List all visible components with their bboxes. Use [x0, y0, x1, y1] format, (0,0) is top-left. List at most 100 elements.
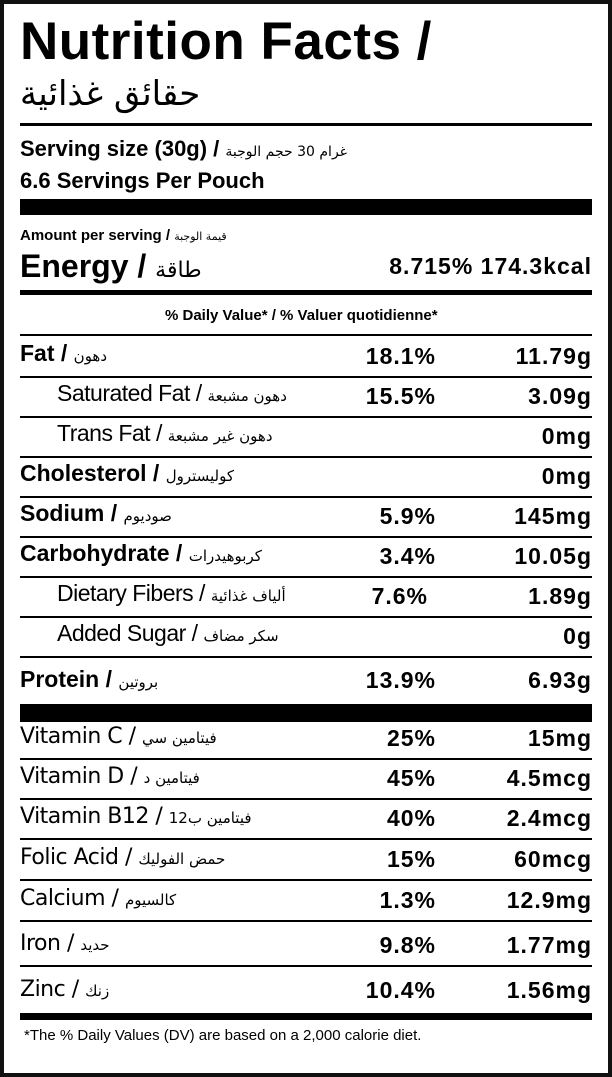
label-ar: كوليسترول [165, 467, 235, 485]
amount: 1.89g [528, 583, 592, 609]
nutrient-label: Saturated Fat / دهون مشبعة [57, 379, 287, 410]
amount: 1.77mg [506, 932, 592, 958]
daily-value: 7.6% [371, 583, 428, 609]
daily-value: 3.4% [379, 543, 436, 569]
energy-label: Energy / طاقة [20, 244, 202, 293]
label-en: Vitamin B12 / [20, 804, 163, 829]
amount: 11.79g [515, 343, 592, 369]
amount: 0mg [541, 423, 592, 449]
serving-size-arabic: غرام 30 حجم الوجبة [225, 144, 347, 160]
label-en: Saturated Fat / [57, 380, 202, 406]
thick-divider [20, 1013, 592, 1020]
energy-kcal: 174.3kcal [480, 253, 592, 279]
vitamin-row-d: Vitamin D / فيتامين د 45% 4.5mcg [20, 760, 592, 800]
label-ar: ألياف غذائية [210, 587, 286, 605]
nutrient-label: Dietary Fibers / ألياف غذائية [57, 579, 286, 610]
label-en: Vitamin D / [20, 764, 138, 789]
label-ar: دهون [73, 347, 108, 365]
amount: 3.09g [528, 383, 592, 409]
vitamin-label: Folic Acid / حمض الفوليك [20, 844, 225, 873]
label-ar: دهون غير مشبعة [167, 427, 273, 445]
nutrient-row-protein: Protein / بروتين 13.9% 6.93g [20, 658, 592, 704]
vitamin-row-iron: Iron / حديد 9.8% 1.77mg [20, 922, 592, 967]
amount: 0g [563, 623, 592, 649]
amount: 10.05g [514, 543, 592, 569]
serving-size: Serving size (30g) / غرام 30 حجم الوجبة [20, 134, 592, 167]
label-ar: صوديوم [123, 507, 172, 525]
daily-value: 15.5% [365, 383, 436, 409]
serving-size-label: Serving size (30g) / [20, 136, 220, 161]
vitamin-row-c: Vitamin C / فيتامين سي 25% 15mg [20, 722, 592, 760]
label-en: Folic Acid / [20, 845, 132, 870]
daily-value: 18.1% [365, 343, 436, 369]
amount: 12.9mg [506, 887, 592, 913]
nutrient-row-sodium: Sodium / صوديوم 5.9% 145mg [20, 498, 592, 538]
daily-value: 13.9% [365, 667, 436, 693]
label-en: Added Sugar / [57, 620, 198, 646]
amount: 15mg [527, 725, 592, 751]
daily-value: 1.3% [379, 887, 436, 913]
nutrient-label: Protein / بروتين [20, 665, 158, 696]
energy-value: 8.715% 174.3kcal [389, 248, 592, 284]
nutrient-label: Trans Fat / دهون غير مشبعة [57, 419, 273, 450]
title-arabic: حقائق غذائية [20, 74, 201, 114]
label-ar: زنك [85, 982, 110, 1000]
thick-divider [20, 704, 592, 722]
nutrient-row-saturated-fat: Saturated Fat / دهون مشبعة 15.5% 3.09g [20, 378, 592, 418]
divider [20, 290, 592, 295]
amount: 4.5mcg [506, 765, 592, 791]
label-en: Vitamin C / [20, 724, 136, 749]
nutrient-row-fat: Fat / دهون 18.1% 11.79g [20, 336, 592, 378]
amount-arabic: قيمة الوجبة [174, 230, 227, 243]
label-en: Zinc / [20, 977, 79, 1002]
daily-value: 45% [386, 765, 436, 791]
amount-label: Amount per serving / [20, 227, 171, 244]
vitamin-label: Vitamin C / فيتامين سي [20, 723, 217, 752]
label-ar: دهون مشبعة [207, 387, 287, 405]
label-en: Iron / [20, 931, 74, 956]
energy-dv: 8.715% [389, 253, 474, 279]
vitamin-label: Iron / حديد [20, 930, 110, 959]
nutrient-row-carbohydrate: Carbohydrate / كربوهيدرات 3.4% 10.05g [20, 538, 592, 578]
nutrient-row-added-sugar: Added Sugar / سكر مضاف 0g [20, 618, 592, 658]
servings-per-pouch: 6.6 Servings Per Pouch [20, 168, 265, 193]
amount-per-serving: Amount per serving / قيمة الوجبة [20, 226, 592, 247]
daily-value: 10.4% [365, 977, 436, 1003]
vitamin-label: Vitamin B12 / فيتامين ب12 [20, 803, 252, 832]
label-en: Calcium / [20, 886, 119, 911]
label-ar: كربوهيدرات [188, 547, 262, 565]
label-en: Protein / [20, 666, 113, 692]
energy-row: Energy / طاقة 8.715% 174.3kcal [20, 244, 592, 288]
daily-value-heading: % Daily Value* / % Valuer quotidienne* [165, 307, 438, 324]
divider [20, 334, 592, 336]
vitamin-label: Calcium / كالسيوم [20, 885, 176, 914]
nutrient-label: Fat / دهون [20, 339, 107, 370]
vitamin-row-folic-acid: Folic Acid / حمض الفوليك 15% 60mcg [20, 840, 592, 881]
vitamin-label: Zinc / زنك [20, 976, 109, 1005]
nutrient-row-trans-fat: Trans Fat / دهون غير مشبعة 0mg [20, 418, 592, 458]
nutrient-row-dietary-fibers: Dietary Fibers / ألياف غذائية 7.6% 1.89g [20, 578, 592, 618]
label-en: Dietary Fibers / [57, 580, 205, 606]
nutrient-row-cholesterol: Cholesterol / كوليسترول 0mg [20, 458, 592, 498]
divider [20, 123, 592, 126]
amount: 6.93g [528, 667, 592, 693]
label-ar: بروتين [118, 673, 159, 691]
label-ar: حمض الفوليك [138, 850, 226, 868]
amount: 60mcg [514, 846, 592, 872]
daily-value: 25% [386, 725, 436, 751]
nutrient-label: Added Sugar / سكر مضاف [57, 619, 279, 650]
label-en: Carbohydrate / [20, 540, 183, 566]
daily-value: 15% [386, 846, 436, 872]
footnote: *The % Daily Values (DV) are based on a … [24, 1027, 422, 1044]
label-en: Trans Fat / [57, 420, 162, 446]
label-ar: كالسيوم [124, 891, 177, 909]
label-ar: سكر مضاف [203, 627, 279, 645]
daily-value: 5.9% [379, 503, 436, 529]
amount: 1.56mg [506, 977, 592, 1003]
nutrient-label: Carbohydrate / كربوهيدرات [20, 539, 262, 570]
label-ar: حديد [80, 936, 110, 954]
label-en: Sodium / [20, 500, 118, 526]
nutrient-label: Sodium / صوديوم [20, 499, 172, 530]
vitamin-row-b12: Vitamin B12 / فيتامين ب12 40% 2.4mcg [20, 800, 592, 840]
